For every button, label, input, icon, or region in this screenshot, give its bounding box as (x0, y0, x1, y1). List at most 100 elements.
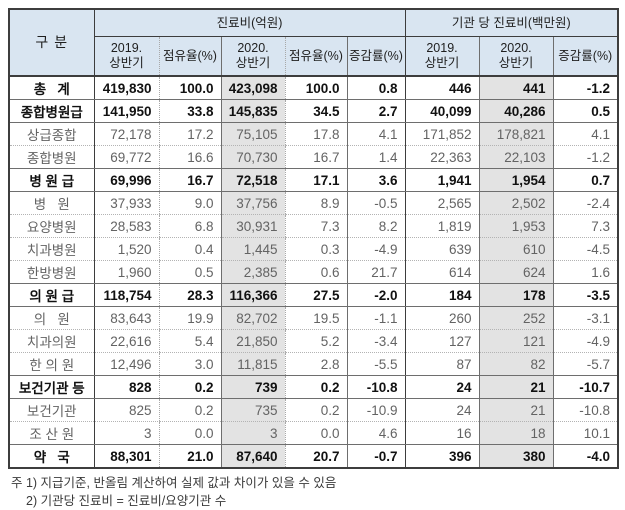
cell: 0.3 (285, 238, 347, 261)
cell: 69,996 (94, 169, 159, 192)
cell: 610 (479, 238, 553, 261)
cell: 70,730 (221, 146, 285, 169)
row-label: 의 원 급 (9, 284, 94, 307)
cell: -10.9 (347, 399, 405, 422)
cell: 116,366 (221, 284, 285, 307)
cell: -0.5 (347, 192, 405, 215)
header-col-inst-2020-h1: 2020. 상반기 (479, 37, 553, 77)
cell: 28,583 (94, 215, 159, 238)
cell: 4.1 (347, 123, 405, 146)
cell: 5.2 (285, 330, 347, 353)
cell: 100.0 (285, 76, 347, 100)
header-col-inst-change: 증감률(%) (553, 37, 618, 77)
cell: 6.8 (159, 215, 221, 238)
footnotes: 주 1) 지급기준, 반올림 계산하여 실제 값과 차이가 있을 수 있음 2)… (11, 475, 625, 510)
cell: -4.9 (347, 238, 405, 261)
row-label: 조 산 원 (9, 422, 94, 445)
medical-expense-table: 구 분 진료비(억원) 기관 당 진료비(백만원) 2019. 상반기 점유율(… (8, 8, 619, 469)
row-label: 병 원 (9, 192, 94, 215)
cell: 83,643 (94, 307, 159, 330)
cell: 3.0 (159, 353, 221, 376)
cell: 8.2 (347, 215, 405, 238)
cell: 0.0 (285, 422, 347, 445)
cell: 0.6 (285, 261, 347, 284)
header-col-share-2019: 점유율(%) (159, 37, 221, 77)
cell: 614 (405, 261, 479, 284)
cell: 118,754 (94, 284, 159, 307)
cell: 24 (405, 399, 479, 422)
cell: 1,445 (221, 238, 285, 261)
cell: 3 (94, 422, 159, 445)
cell: 2.8 (285, 353, 347, 376)
cell: 16 (405, 422, 479, 445)
cell: 69,772 (94, 146, 159, 169)
cell: 27.5 (285, 284, 347, 307)
cell: 8.9 (285, 192, 347, 215)
cell: -0.7 (347, 445, 405, 469)
cell: -3.4 (347, 330, 405, 353)
cell: 441 (479, 76, 553, 100)
cell: 178 (479, 284, 553, 307)
cell: 22,103 (479, 146, 553, 169)
cell: -4.5 (553, 238, 618, 261)
cell: 87 (405, 353, 479, 376)
cell: 0.2 (285, 399, 347, 422)
cell: 3.6 (347, 169, 405, 192)
cell: 1,953 (479, 215, 553, 238)
row-label: 종합병원 (9, 146, 94, 169)
cell: 0.5 (553, 100, 618, 123)
row-label: 보건기관 (9, 399, 94, 422)
cell: -4.9 (553, 330, 618, 353)
row-label: 의 원 (9, 307, 94, 330)
cell: 127 (405, 330, 479, 353)
cell: 21 (479, 399, 553, 422)
cell: 20.7 (285, 445, 347, 469)
cell: 178,821 (479, 123, 553, 146)
row-label: 약 국 (9, 445, 94, 469)
header-col-share-2020: 점유율(%) (285, 37, 347, 77)
cell: 1,819 (405, 215, 479, 238)
cell: 22,363 (405, 146, 479, 169)
cell: 2,565 (405, 192, 479, 215)
header-col-2020-h1: 2020. 상반기 (221, 37, 285, 77)
cell: 141,950 (94, 100, 159, 123)
cell: 10.1 (553, 422, 618, 445)
cell: 19.9 (159, 307, 221, 330)
cell: 37,933 (94, 192, 159, 215)
cell: 17.1 (285, 169, 347, 192)
cell: 87,640 (221, 445, 285, 469)
cell: 21,850 (221, 330, 285, 353)
cell: -3.5 (553, 284, 618, 307)
cell: 1,941 (405, 169, 479, 192)
cell: 380 (479, 445, 553, 469)
cell: 2,385 (221, 261, 285, 284)
cell: -3.1 (553, 307, 618, 330)
cell: 40,099 (405, 100, 479, 123)
cell: 252 (479, 307, 553, 330)
cell: 1,954 (479, 169, 553, 192)
cell: -5.5 (347, 353, 405, 376)
cell: 1.4 (347, 146, 405, 169)
cell: 4.1 (553, 123, 618, 146)
cell: 5.4 (159, 330, 221, 353)
cell: 739 (221, 376, 285, 399)
cell: 121 (479, 330, 553, 353)
header-group-expense: 진료비(억원) (94, 9, 405, 37)
cell: 21.0 (159, 445, 221, 469)
cell: 828 (94, 376, 159, 399)
row-label: 보건기관 등 (9, 376, 94, 399)
cell: -4.0 (553, 445, 618, 469)
cell: 22,616 (94, 330, 159, 353)
cell: 72,178 (94, 123, 159, 146)
